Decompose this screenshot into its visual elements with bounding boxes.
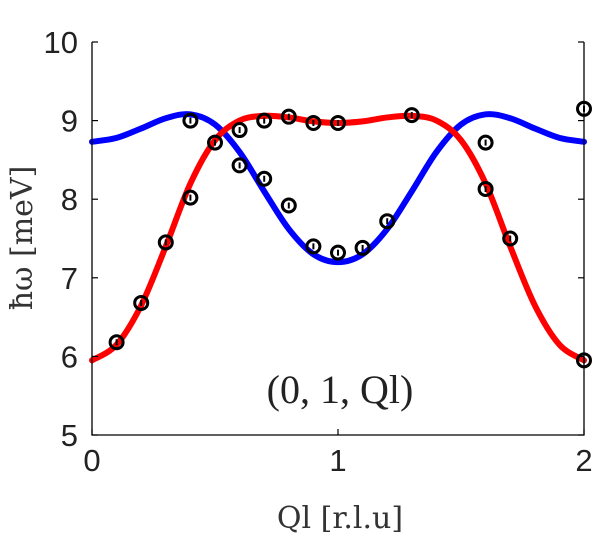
data-point [305,238,322,255]
data-point [477,180,494,197]
blue-curve [89,111,587,266]
y-tick-labels: 5 6 7 8 9 10 [44,25,78,453]
data-point [477,134,494,151]
data-point [231,157,248,174]
data-point [354,239,371,256]
data-point [502,230,519,247]
data-point [231,122,248,139]
y-tick-label: 6 [61,339,78,374]
data-point [133,294,150,311]
annotation: (0, 1, Ql) [267,367,414,412]
y-axis-label: ħω [meV] [5,166,40,311]
data-point [379,213,396,230]
y-tick-label: 7 [61,261,78,296]
y-tick-label: 10 [44,25,78,60]
data-point [305,114,322,131]
x-axis-label: Ql [r.l.u] [277,501,403,536]
y-tick-label: 5 [61,418,78,453]
data-point [182,189,199,206]
data-point [157,234,174,251]
x-tick-labels: 0 1 2 [83,443,592,478]
data-point [280,108,297,125]
axes [91,41,585,436]
y-tick-label: 9 [61,104,78,139]
x-tick-label: 1 [329,443,346,478]
data-point [256,112,273,129]
data-point [280,197,297,214]
x-tick-label: 0 [83,443,100,478]
data-point [207,134,223,151]
data-point [256,170,273,187]
data-points [108,100,592,369]
data-point [182,112,199,129]
data-point [330,114,346,131]
data-point [108,334,125,351]
data-point [330,244,346,261]
data-point [403,107,420,124]
x-tick-label: 2 [575,443,592,478]
y-tick-label: 8 [61,182,78,217]
